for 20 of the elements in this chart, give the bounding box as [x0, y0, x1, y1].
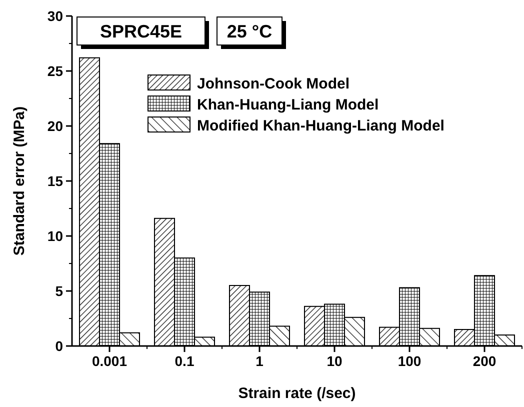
y-axis-title: Standard error (MPa): [11, 106, 28, 256]
annotation: 25 °C: [226, 21, 272, 42]
x-tick-label: 0.001: [92, 353, 128, 369]
x-tick-label: 1: [256, 353, 264, 369]
y-tick-label: 30: [47, 8, 64, 24]
y-tick-label: 15: [47, 172, 64, 189]
x-axis-title: Strain rate (/sec): [238, 385, 356, 402]
annotation: SPRC45E: [100, 21, 182, 42]
y-tick-label: 20: [47, 118, 64, 134]
legend-label: Khan-Huang-Liang Model: [197, 96, 379, 114]
x-tick-label: 100: [398, 353, 422, 369]
x-tick-label: 10: [326, 353, 342, 369]
x-tick-label: 200: [472, 353, 496, 369]
legend-label: Johnson-Cook Model: [197, 75, 350, 92]
x-tick-label: 0.1: [174, 353, 194, 369]
y-tick-label: 10: [47, 228, 64, 244]
legend-label: Modified Khan-Huang-Liang Model: [197, 117, 444, 134]
y-tick-label: 0: [55, 338, 64, 354]
y-tick-label: 25: [47, 62, 64, 79]
y-tick-label: 5: [55, 282, 64, 299]
